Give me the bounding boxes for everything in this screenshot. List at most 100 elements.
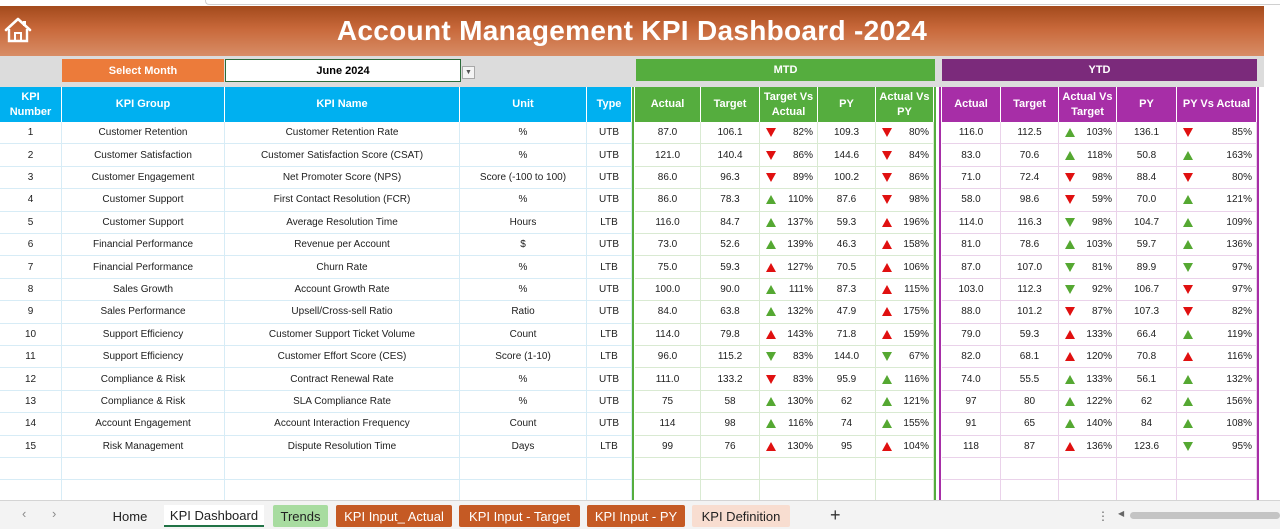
kpi-group-cell[interactable]: Support Efficiency [62,323,225,346]
kpi-name-cell[interactable]: Net Promoter Score (NPS) [225,166,460,190]
ytd-target-cell[interactable]: 112.5 [1001,122,1059,145]
ytd-py-vs-actual-cell[interactable]: 163% [1177,144,1257,167]
ytd-py-cell[interactable]: 107.3 [1117,301,1177,324]
unit-cell[interactable]: % [460,278,587,302]
tab-kpi-input-actual[interactable]: KPI Input_ Actual [336,505,452,527]
type-cell[interactable] [587,480,632,500]
unit-cell[interactable]: Ratio [460,301,587,324]
ytd-actual-cell[interactable]: 114.0 [942,211,1001,234]
kpi-group-cell[interactable]: Compliance & Risk [62,368,225,391]
tab-trends[interactable]: Trends [273,505,328,527]
type-cell[interactable]: UTB [587,413,632,436]
mtd-py-cell[interactable]: 46.3 [818,234,876,257]
ytd-target-cell[interactable]: 70.6 [1001,144,1059,167]
ytd-target-cell[interactable] [1001,458,1059,481]
ytd-py-cell[interactable]: 84 [1117,413,1177,436]
ytd-actual-vs-target-cell[interactable]: 81% [1059,256,1117,279]
ytd-actual-vs-target-cell[interactable]: 87% [1059,301,1117,324]
ytd-actual-cell[interactable]: 97 [942,390,1001,414]
mtd-actual-vs-py-cell[interactable] [876,458,934,481]
kpi-group-cell[interactable]: Customer Support [62,211,225,234]
kpi-number-cell[interactable] [0,458,62,481]
ytd-target-cell[interactable]: 107.0 [1001,256,1059,279]
ytd-py-vs-actual-cell[interactable]: 80% [1177,166,1257,190]
ytd-py-vs-actual-cell[interactable]: 132% [1177,368,1257,391]
mtd-target-vs-actual-cell[interactable]: 130% [760,390,818,414]
mtd-actual-vs-py-cell[interactable]: 84% [876,144,934,167]
kpi-name-cell[interactable]: Customer Retention Rate [225,122,460,145]
kpi-group-cell[interactable]: Customer Engagement [62,166,225,190]
add-sheet-button[interactable]: + [830,505,841,525]
ytd-actual-vs-target-cell[interactable]: 120% [1059,346,1117,369]
mtd-py-cell[interactable]: 109.3 [818,122,876,145]
mtd-target-cell[interactable]: 58 [701,390,760,414]
unit-cell[interactable]: % [460,368,587,391]
mtd-actual-vs-py-cell[interactable]: 116% [876,368,934,391]
kpi-number-cell[interactable]: 15 [0,435,62,458]
mtd-actual-vs-py-cell[interactable]: 104% [876,435,934,458]
ytd-py-vs-actual-cell[interactable]: 136% [1177,234,1257,257]
kpi-group-cell[interactable]: Support Efficiency [62,346,225,369]
kpi-name-cell[interactable]: Customer Satisfaction Score (CSAT) [225,144,460,167]
mtd-actual-vs-py-cell[interactable] [876,480,934,500]
mtd-actual-vs-py-cell[interactable]: 115% [876,278,934,302]
mtd-target-cell[interactable]: 59.3 [701,256,760,279]
ytd-target-cell[interactable]: 68.1 [1001,346,1059,369]
ytd-actual-cell[interactable]: 82.0 [942,346,1001,369]
type-cell[interactable]: UTB [587,301,632,324]
mtd-target-cell[interactable]: 140.4 [701,144,760,167]
kpi-group-cell[interactable]: Compliance & Risk [62,390,225,414]
type-cell[interactable]: UTB [587,122,632,145]
ytd-actual-vs-target-cell[interactable]: 140% [1059,413,1117,436]
kpi-name-cell[interactable]: Churn Rate [225,256,460,279]
mtd-target-vs-actual-cell[interactable]: 130% [760,435,818,458]
type-cell[interactable]: UTB [587,390,632,414]
kpi-group-cell[interactable]: Account Engagement [62,413,225,436]
ytd-py-vs-actual-cell[interactable]: 109% [1177,211,1257,234]
mtd-target-cell[interactable]: 106.1 [701,122,760,145]
ytd-py-vs-actual-cell[interactable]: 97% [1177,256,1257,279]
ytd-actual-vs-target-cell[interactable]: 92% [1059,278,1117,302]
ytd-py-vs-actual-cell[interactable]: 95% [1177,435,1257,458]
mtd-target-cell[interactable]: 79.8 [701,323,760,346]
ytd-actual-cell[interactable] [942,458,1001,481]
chevron-down-icon[interactable]: ▼ [462,66,475,79]
unit-cell[interactable]: % [460,256,587,279]
ytd-py-cell[interactable]: 89.9 [1117,256,1177,279]
mtd-target-cell[interactable]: 52.6 [701,234,760,257]
mtd-target-vs-actual-cell[interactable]: 137% [760,211,818,234]
mtd-actual-cell[interactable]: 114.0 [635,323,701,346]
mtd-actual-cell[interactable]: 73.0 [635,234,701,257]
mtd-actual-cell[interactable] [635,458,701,481]
mtd-target-cell[interactable] [701,480,760,500]
ytd-actual-cell[interactable]: 103.0 [942,278,1001,302]
ytd-actual-cell[interactable]: 58.0 [942,189,1001,212]
kpi-group-cell[interactable]: Risk Management [62,435,225,458]
kpi-number-cell[interactable]: 4 [0,189,62,212]
mtd-target-vs-actual-cell[interactable]: 127% [760,256,818,279]
ytd-target-cell[interactable]: 80 [1001,390,1059,414]
type-cell[interactable]: LTB [587,256,632,279]
ytd-py-vs-actual-cell[interactable] [1177,458,1257,481]
ytd-py-cell[interactable]: 88.4 [1117,166,1177,190]
mtd-target-vs-actual-cell[interactable]: 132% [760,301,818,324]
kpi-group-cell[interactable]: Sales Growth [62,278,225,302]
mtd-target-vs-actual-cell[interactable] [760,458,818,481]
mtd-py-cell[interactable]: 62 [818,390,876,414]
kpi-number-cell[interactable]: 13 [0,390,62,414]
kpi-name-cell[interactable]: Customer Effort Score (CES) [225,346,460,369]
ytd-actual-vs-target-cell[interactable]: 133% [1059,368,1117,391]
mtd-target-vs-actual-cell[interactable]: 82% [760,122,818,145]
mtd-target-vs-actual-cell[interactable]: 116% [760,413,818,436]
ytd-actual-cell[interactable]: 83.0 [942,144,1001,167]
type-cell[interactable]: UTB [587,166,632,190]
ytd-py-cell[interactable]: 70.8 [1117,346,1177,369]
ytd-actual-vs-target-cell[interactable]: 103% [1059,234,1117,257]
tab-kpi-input-py[interactable]: KPI Input - PY [587,505,685,527]
ytd-target-cell[interactable]: 59.3 [1001,323,1059,346]
unit-cell[interactable]: $ [460,234,587,257]
unit-cell[interactable]: % [460,144,587,167]
ytd-py-vs-actual-cell[interactable] [1177,480,1257,500]
ytd-py-vs-actual-cell[interactable]: 97% [1177,278,1257,302]
kpi-number-cell[interactable]: 9 [0,301,62,324]
